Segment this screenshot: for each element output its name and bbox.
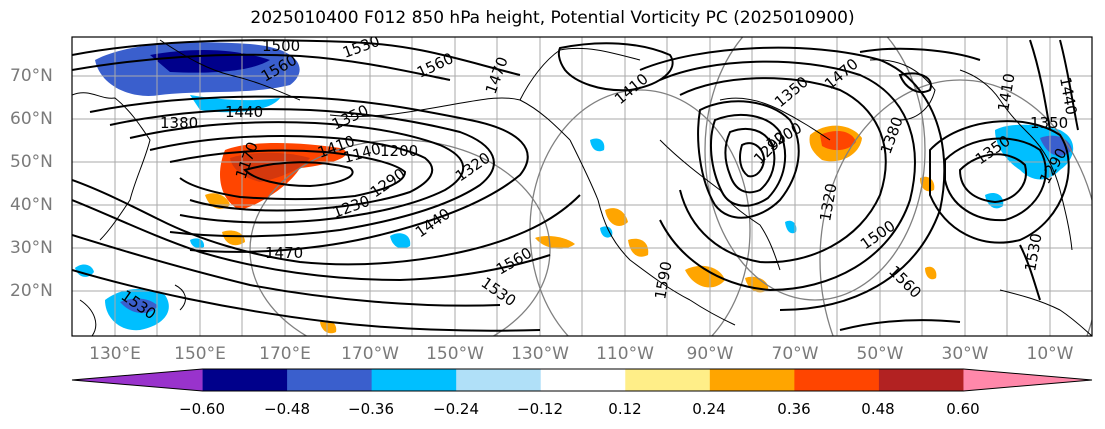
colorbar-swatch: [878, 369, 964, 391]
contour-label: 1440: [225, 103, 263, 121]
pv-negative-region: [590, 138, 605, 152]
pv-negative-region: [190, 95, 280, 113]
lon-label: 130°W: [511, 344, 569, 364]
lat-label: 30°N: [10, 238, 53, 258]
colorbar-swatch: [709, 369, 795, 391]
lon-label: 150°E: [174, 344, 226, 364]
lon-label: 150°W: [426, 344, 484, 364]
colorbar-swatch: [540, 369, 626, 391]
colorbar: [71, 368, 1093, 392]
chart-title: 2025010400 F012 850 hPa height, Potentia…: [250, 8, 855, 28]
colorbar-tick-label: −0.48: [264, 400, 310, 418]
colorbar-swatch: [794, 369, 880, 391]
pv-negative-region: [120, 298, 158, 314]
pv-negative-region: [75, 264, 94, 277]
lon-label: 170°E: [259, 344, 311, 364]
lon-label: 170°W: [341, 344, 399, 364]
pv-negative-region: [600, 226, 613, 238]
contour-label: 1470: [265, 244, 303, 262]
colorbar-swatch: [202, 369, 288, 391]
lat-label: 70°N: [10, 66, 53, 86]
colorbar-swatch: [371, 369, 457, 391]
pv-negative-region: [785, 220, 797, 234]
colorbar-tick-label: −0.12: [517, 400, 563, 418]
pv-positive-region: [222, 230, 245, 246]
lat-label: 50°N: [10, 152, 53, 172]
lon-label: 90°W: [686, 344, 734, 364]
colorbar-tick-label: 0.60: [946, 400, 980, 418]
lon-label: 10°W: [1026, 344, 1074, 364]
colorbar-swatch: [456, 369, 542, 391]
pv-positive-region: [925, 266, 937, 280]
lon-label: 50°W: [856, 344, 904, 364]
pv-positive-region: [605, 208, 628, 226]
contour-label-group: 1500 1530 1560 1560 1470 1440 1380 1350 …: [118, 37, 1081, 323]
contour-label: 1500: [262, 37, 300, 55]
pv-negative-region: [190, 238, 205, 249]
pv-negative-region: [390, 233, 411, 249]
contour-label: 1350: [1030, 114, 1068, 132]
lon-label: 70°W: [771, 344, 819, 364]
colorbar-swatch: [72, 369, 203, 391]
contour-label: 1380: [160, 114, 198, 132]
colorbar-swatch: [963, 369, 1092, 391]
pv-positive-region: [535, 236, 575, 249]
colorbar-tick-label: −0.36: [348, 400, 394, 418]
lon-label: 110°W: [596, 344, 654, 364]
pv-positive-region: [685, 265, 725, 288]
lat-label: 40°N: [10, 195, 53, 215]
colorbar-tick-label: 0.48: [861, 400, 895, 418]
plot-frame: [71, 36, 1093, 337]
colorbar-outline: [71, 368, 1093, 392]
lat-label: 20°N: [10, 281, 53, 301]
colorbar-tick-label: 0.24: [692, 400, 726, 418]
colorbar-swatch: [625, 369, 711, 391]
lon-label: 30°W: [941, 344, 989, 364]
lat-label: 60°N: [10, 109, 53, 129]
pv-positive-region: [820, 130, 856, 151]
pv-positive-region: [320, 320, 337, 334]
colorbar-tick-label: 0.36: [777, 400, 811, 418]
colorbar-tick-label: 0.12: [608, 400, 642, 418]
colorbar-tick-label: −0.60: [179, 400, 225, 418]
colorbar-tick-label: −0.24: [433, 400, 479, 418]
contour-label: 1200: [380, 142, 418, 160]
colorbar-swatch: [287, 369, 373, 391]
coastlines: [72, 39, 1092, 336]
lon-label: 130°E: [89, 344, 141, 364]
height-contours: [72, 39, 1079, 332]
